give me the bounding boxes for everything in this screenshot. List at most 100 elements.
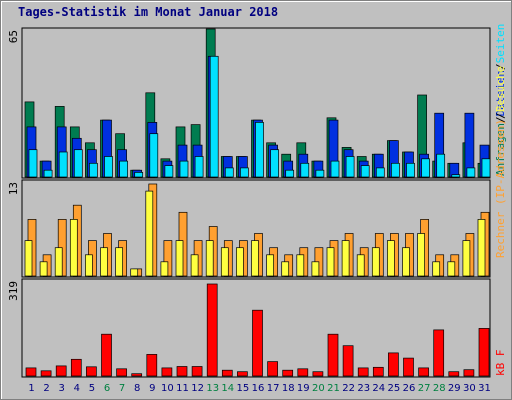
day-label-14: 14 xyxy=(221,383,234,394)
kbytes-bar-day-30 xyxy=(463,369,475,377)
besuche-bar-day-11 xyxy=(175,240,184,277)
kbytes-bar-day-17 xyxy=(267,361,278,377)
seiten-bar-day-23 xyxy=(360,165,370,178)
seiten-bar-day-3 xyxy=(58,151,68,178)
besuche-bar-day-3 xyxy=(54,247,63,277)
legend-top-part-3: / xyxy=(494,63,507,70)
kbytes-bar-day-8 xyxy=(131,373,143,377)
kbytes-bar-day-4 xyxy=(70,358,82,377)
panel-requests-legend: Anfragen/Dateien/Seiten xyxy=(494,24,507,176)
kbytes-bar-day-2 xyxy=(40,370,52,377)
besuche-bar-day-16 xyxy=(251,240,259,277)
kbytes-bar-day-9 xyxy=(146,354,158,377)
legend-top-part-0: Anfragen xyxy=(494,123,507,176)
kbytes-bar-day-28 xyxy=(433,329,445,377)
seiten-bar-day-22 xyxy=(345,156,355,178)
besuche-bar-day-18 xyxy=(281,261,290,277)
besuche-bar-day-19 xyxy=(296,254,305,277)
legend-top-part-4: Seiten xyxy=(494,24,507,64)
seiten-bar-day-15 xyxy=(240,167,249,178)
seiten-bar-day-12 xyxy=(194,156,204,178)
day-label-13: 13 xyxy=(206,383,219,394)
day-label-29: 29 xyxy=(448,383,461,394)
legend-mid-part-0: Rechner (IP-Adressen) xyxy=(494,119,507,258)
besuche-bar-day-2 xyxy=(39,261,48,277)
legend-mid-part-2: Besuche xyxy=(494,66,507,112)
besuche-bar-day-8 xyxy=(130,268,139,277)
kbytes-bar-day-26 xyxy=(403,357,414,377)
day-label-20: 20 xyxy=(312,383,325,394)
kbytes-bar-day-14 xyxy=(221,369,233,377)
besuche-bar-day-5 xyxy=(85,254,93,277)
panel-requests-bars xyxy=(24,28,491,178)
kbytes-bar-day-18 xyxy=(282,369,294,377)
day-label-12: 12 xyxy=(191,383,204,394)
kbytes-bar-day-19 xyxy=(297,368,309,377)
panel-visits-max-label: 13 xyxy=(7,182,20,195)
kbytes-bar-day-13 xyxy=(206,283,218,377)
seiten-bar-day-13 xyxy=(209,55,219,178)
chart-title: Tages-Statistik im Monat Januar 2018 xyxy=(18,5,278,19)
besuche-bar-day-13 xyxy=(205,240,214,277)
seiten-bar-day-21 xyxy=(330,160,340,178)
day-label-15: 15 xyxy=(237,383,250,394)
seiten-bar-day-10 xyxy=(164,165,174,178)
besuche-bar-day-1 xyxy=(24,240,33,277)
day-label-28: 28 xyxy=(433,383,446,394)
seiten-bar-day-6 xyxy=(104,156,113,178)
seiten-bar-day-24 xyxy=(375,167,385,178)
panel-kbytes-legend: kB F xyxy=(494,350,507,377)
day-label-16: 16 xyxy=(252,383,265,394)
legend-mid-part-1: / xyxy=(494,112,507,119)
besuche-bar-day-31 xyxy=(477,219,486,277)
besuche-bar-day-24 xyxy=(371,247,380,277)
day-label-27: 27 xyxy=(418,383,431,394)
panel-visits-bars xyxy=(24,183,490,277)
kbytes-bar-day-25 xyxy=(388,352,399,377)
seiten-bar-day-31 xyxy=(481,158,491,178)
seiten-bar-day-1 xyxy=(28,149,38,178)
seiten-bar-day-11 xyxy=(179,160,189,178)
kbytes-bar-day-15 xyxy=(237,371,248,377)
kbytes-bar-day-31 xyxy=(478,328,490,377)
seiten-bar-day-29 xyxy=(451,174,461,178)
legend-top-part-2: Dateien xyxy=(494,70,507,116)
day-label-7: 7 xyxy=(119,383,125,394)
day-label-31: 31 xyxy=(478,383,491,394)
day-label-9: 9 xyxy=(149,383,155,394)
day-label-19: 19 xyxy=(297,383,310,394)
kbytes-bar-day-1 xyxy=(25,367,37,377)
kbytes-bar-day-10 xyxy=(161,367,173,377)
frame-highlight-top xyxy=(1,1,511,2)
seiten-bar-day-2 xyxy=(43,169,53,178)
panel-kbytes-bars xyxy=(25,283,490,377)
kbytes-bar-day-5 xyxy=(86,366,97,377)
dateien-bar-day-30 xyxy=(464,112,475,178)
seiten-bar-day-28 xyxy=(436,153,446,178)
besuche-bar-day-10 xyxy=(160,261,169,277)
day-label-30: 30 xyxy=(463,383,476,394)
besuche-bar-day-23 xyxy=(356,254,365,277)
seiten-bar-day-14 xyxy=(224,167,234,178)
day-label-2: 2 xyxy=(43,383,49,394)
legend-top-part-1: / xyxy=(494,116,507,123)
seiten-bar-day-27 xyxy=(421,158,430,178)
seiten-bar-day-17 xyxy=(270,149,279,178)
day-label-5: 5 xyxy=(89,383,95,394)
kbytes-bar-day-23 xyxy=(357,367,369,377)
day-label-23: 23 xyxy=(357,383,370,394)
day-label-10: 10 xyxy=(161,383,174,394)
kbytes-bar-day-7 xyxy=(116,368,127,377)
kbytes-bar-day-20 xyxy=(312,371,324,377)
seiten-bar-day-25 xyxy=(391,162,400,178)
kbytes-bar-day-22 xyxy=(342,345,354,377)
day-label-6: 6 xyxy=(104,383,110,394)
kbytes-bar-day-24 xyxy=(372,366,384,377)
besuche-bar-day-26 xyxy=(402,247,410,277)
day-label-21: 21 xyxy=(327,383,340,394)
panel-visits-legend: Rechner (IP-Adressen)/Besuche xyxy=(494,66,507,258)
seiten-bar-day-4 xyxy=(73,149,83,178)
kbytes-bar-day-27 xyxy=(418,367,429,377)
besuche-bar-day-20 xyxy=(311,261,320,277)
besuche-bar-day-14 xyxy=(220,247,229,277)
